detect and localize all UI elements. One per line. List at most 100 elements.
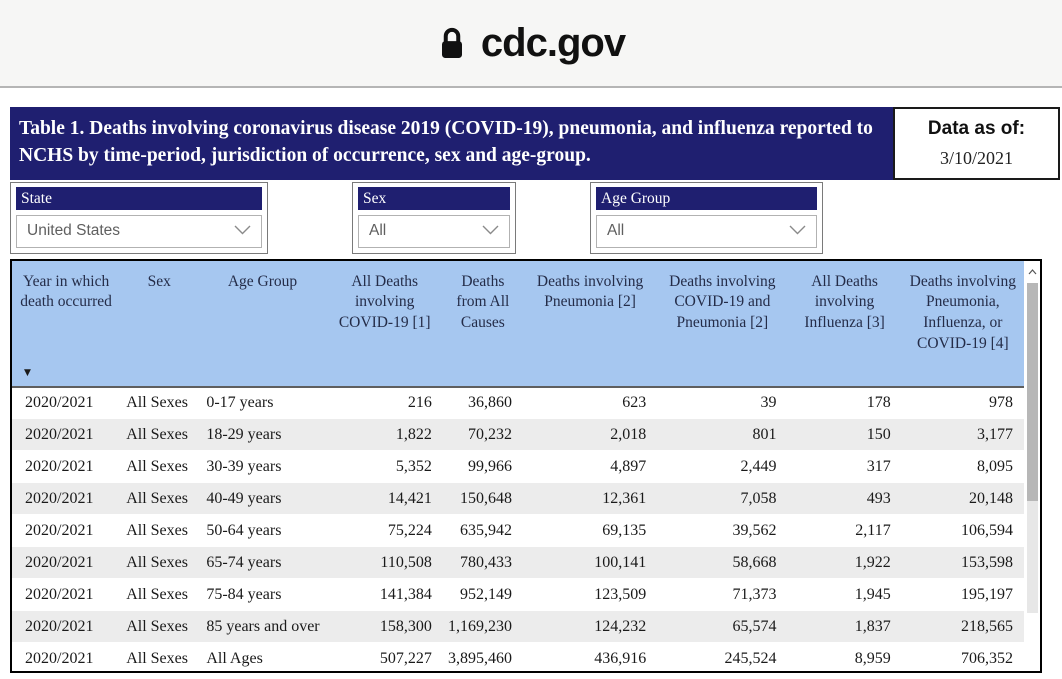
- table-cell: 5,352: [326, 450, 443, 484]
- table-cell: 20,148: [901, 482, 1024, 516]
- table-cell: 216: [326, 386, 443, 420]
- content: Table 1. Deaths involving coronavirus di…: [0, 107, 1062, 676]
- table-cell: 65-74 years: [198, 546, 327, 580]
- table-row: 2020/2021 All Sexes 30-39 years 5,352 99,966…: [12, 450, 1024, 484]
- table-cell: 1,945: [787, 578, 902, 612]
- table-cell: 1,169,230: [442, 610, 523, 644]
- column-header-label: Age Group: [227, 272, 298, 290]
- table-body: 2020/2021 All Sexes 0-17 years 216 36,860 623…: [12, 386, 1024, 676]
- table-cell: 2020/2021: [12, 578, 121, 612]
- column-header-label: Deaths involving Pneumonia [2]: [536, 272, 644, 311]
- filter-state: State United States: [10, 181, 268, 254]
- table-cell: 50-64 years: [198, 514, 327, 548]
- table-cell: 2,117: [787, 514, 902, 548]
- table-cell: 178: [787, 386, 902, 420]
- table-cell: 153,598: [901, 546, 1024, 580]
- table-cell: All Ages: [198, 642, 327, 676]
- column-header-label: Deaths from All Causes: [456, 272, 510, 332]
- column-header-pneumonia[interactable]: Deaths involving Pneumonia [2]: [522, 260, 658, 388]
- table-row: 2020/2021 All Sexes 0-17 years 216 36,860 623…: [12, 386, 1024, 420]
- table-cell: 75-84 years: [198, 578, 327, 612]
- age-group-dropdown[interactable]: All: [596, 214, 817, 248]
- table-cell: 2020/2021: [12, 418, 121, 452]
- table-cell: 40-49 years: [198, 482, 327, 516]
- table-row: 2020/2021 All Sexes 40-49 years 14,421 150,6…: [12, 482, 1024, 516]
- table-scrollbar[interactable]: [1024, 260, 1040, 671]
- data-as-of-box: Data as of: 3/10/2021: [893, 107, 1060, 180]
- table-cell: 7,058: [657, 482, 788, 516]
- table-cell: 2020/2021: [12, 610, 121, 644]
- state-dropdown[interactable]: United States: [16, 214, 262, 248]
- table-cell: 2020/2021: [12, 450, 121, 484]
- table-cell: All Sexes: [120, 610, 199, 644]
- table-cell: 2020/2021: [12, 546, 121, 580]
- scrollbar-thumb[interactable]: [1026, 282, 1038, 501]
- table-cell: 2020/2021: [12, 514, 121, 548]
- table-cell: 39: [657, 386, 788, 420]
- table-cell: 3,895,460: [442, 642, 523, 676]
- table-cell: 100,141: [522, 546, 658, 580]
- filter-age-group-label: Age Group: [596, 186, 817, 210]
- column-header-influenza[interactable]: All Deaths involving Influenza [3]: [787, 260, 902, 388]
- sex-dropdown[interactable]: All: [358, 214, 510, 248]
- table-title-banner: Table 1. Deaths involving coronavirus di…: [10, 107, 893, 180]
- table-cell: 123,509: [522, 578, 658, 612]
- table-cell: 2020/2021: [12, 482, 121, 516]
- column-header-covid-deaths[interactable]: All Deaths involving COVID-19 [1]: [326, 260, 443, 388]
- table-cell: 978: [901, 386, 1024, 420]
- table-cell: 2020/2021: [12, 386, 121, 420]
- table-cell: 14,421: [326, 482, 443, 516]
- filter-age-group: Age Group All: [590, 181, 823, 254]
- table-cell: All Sexes: [120, 482, 199, 516]
- column-header-label: Sex: [147, 272, 171, 290]
- table-cell: 85 years and over: [198, 610, 327, 644]
- column-header-year[interactable]: Year in which death occurred ▼: [12, 260, 121, 388]
- chevron-down-icon: [789, 222, 806, 240]
- column-header-all-causes[interactable]: Deaths from All Causes: [442, 260, 523, 388]
- table-cell: 801: [657, 418, 788, 452]
- column-header-sex[interactable]: Sex: [120, 260, 199, 388]
- table-cell: 36,860: [442, 386, 523, 420]
- table-row: 2020/2021 All Sexes 65-74 years 110,508 780,…: [12, 546, 1024, 580]
- filter-sex: Sex All: [352, 181, 516, 254]
- chevron-down-icon: [234, 222, 251, 240]
- column-header-label: All Deaths involving Influenza [3]: [804, 272, 885, 332]
- table-cell: 71,373: [657, 578, 788, 612]
- column-header-age-group[interactable]: Age Group: [198, 260, 327, 388]
- table-cell: 110,508: [326, 546, 443, 580]
- table-cell: 2,449: [657, 450, 788, 484]
- column-header-pneumonia-influenza-covid[interactable]: Deaths involving Pneumonia, Influenza, o…: [901, 260, 1024, 388]
- table-row: 2020/2021 All Sexes 18-29 years 1,822 70,232…: [12, 418, 1024, 452]
- table-cell: 8,959: [787, 642, 902, 676]
- table-cell: 141,384: [326, 578, 443, 612]
- table-cell: All Sexes: [120, 546, 199, 580]
- table-row: 2020/2021 All Sexes 50-64 years 75,224 635,9…: [12, 514, 1024, 548]
- table-cell: All Sexes: [120, 578, 199, 612]
- table-cell: 706,352: [901, 642, 1024, 676]
- table-cell: 195,197: [901, 578, 1024, 612]
- table-cell: 507,227: [326, 642, 443, 676]
- filter-sex-label: Sex: [358, 186, 510, 210]
- table-cell: 1,922: [787, 546, 902, 580]
- table-cell: 493: [787, 482, 902, 516]
- table-cell: 70,232: [442, 418, 523, 452]
- table-cell: 952,149: [442, 578, 523, 612]
- column-header-covid-and-pneumonia[interactable]: Deaths involving COVID-19 and Pneumonia …: [657, 260, 788, 388]
- filter-state-label: State: [16, 186, 262, 210]
- table-header-row: Year in which death occurred ▼ Sex Age G…: [12, 260, 1024, 388]
- table-cell: 635,942: [442, 514, 523, 548]
- scrollbar-track[interactable]: [1026, 282, 1038, 613]
- banner-row: Table 1. Deaths involving coronavirus di…: [10, 107, 1060, 180]
- column-header-label: Deaths involving COVID-19 and Pneumonia …: [669, 272, 776, 332]
- sort-indicator-icon[interactable]: ▼: [24, 367, 31, 378]
- table-cell: 2020/2021: [12, 642, 121, 676]
- table-cell: 58,668: [657, 546, 788, 580]
- table-cell: 39,562: [657, 514, 788, 548]
- state-dropdown-value: United States: [27, 222, 121, 240]
- scroll-up-icon[interactable]: [1024, 261, 1040, 283]
- table-cell: All Sexes: [120, 418, 199, 452]
- table-cell: 218,565: [901, 610, 1024, 644]
- table-cell: 317: [787, 450, 902, 484]
- table-cell: 1,837: [787, 610, 902, 644]
